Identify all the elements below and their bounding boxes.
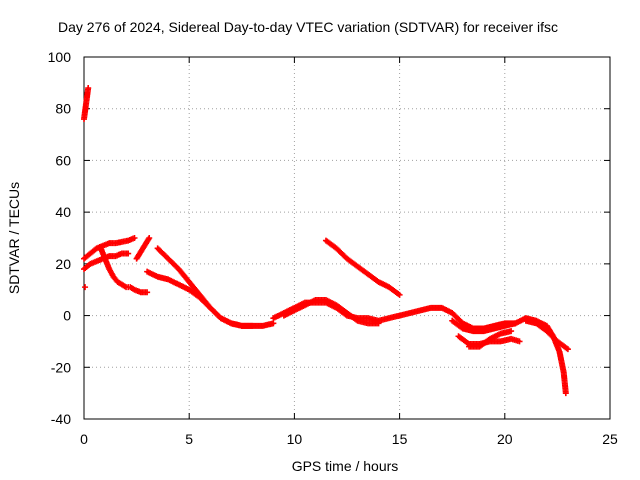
data-point — [516, 338, 523, 345]
grid-lines — [84, 57, 610, 419]
x-axis-label: GPS time / hours — [292, 458, 399, 474]
chart-title: Day 276 of 2024, Sidereal Day-to-day VTE… — [58, 19, 558, 35]
x-tick-label: 20 — [497, 431, 513, 447]
data-point — [144, 289, 151, 296]
data-point — [562, 390, 569, 397]
plot-frame — [83, 56, 611, 420]
y-tick-label: 100 — [48, 49, 72, 65]
data-point — [396, 291, 403, 298]
y-tick-label: -20 — [51, 359, 71, 375]
y-tick-label: -40 — [51, 411, 71, 427]
data-point — [564, 346, 571, 353]
y-tick-label: 0 — [63, 308, 71, 324]
x-tick-label: 10 — [287, 431, 303, 447]
y-tick-label: 20 — [55, 256, 71, 272]
x-tick-label: 5 — [185, 431, 193, 447]
y-tick-label: 60 — [55, 152, 71, 168]
y-tick-label: 80 — [55, 101, 71, 117]
axis-ticks: 0 5 10 15 20 25 -40 -20 0 20 40 60 80 100 — [48, 49, 618, 447]
x-tick-label: 25 — [602, 431, 618, 447]
data-point — [375, 320, 382, 327]
y-axis-label: SDTVAR / TECUs — [6, 182, 22, 294]
data-point — [125, 250, 132, 257]
x-tick-label: 0 — [80, 431, 88, 447]
data-point — [131, 235, 138, 241]
y-tick-label: 40 — [55, 204, 71, 220]
data-point — [270, 320, 277, 327]
data-point — [82, 284, 89, 291]
data-points — [81, 85, 571, 397]
data-point — [249, 322, 256, 329]
data-point — [146, 235, 153, 241]
x-tick-label: 15 — [392, 431, 408, 447]
data-point — [508, 328, 515, 335]
data-point — [85, 85, 92, 92]
